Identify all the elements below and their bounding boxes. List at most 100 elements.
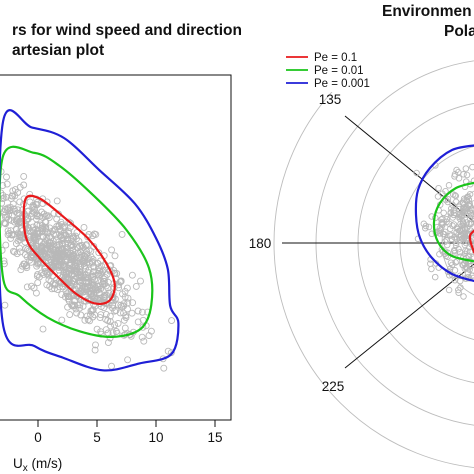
- polar-scatter-point: [449, 191, 457, 198]
- scatter-point: [114, 319, 122, 327]
- scatter-point: [64, 251, 72, 259]
- scatter-point: [118, 230, 126, 238]
- scatter-point: [121, 324, 129, 332]
- scatter-point: [77, 311, 85, 319]
- scatter-point: [59, 261, 67, 269]
- scatter-point: [67, 255, 75, 263]
- polar-title-line-1: Environmen: [382, 3, 472, 20]
- x-tick-label: 15: [207, 430, 222, 445]
- scatter-point: [108, 246, 116, 254]
- scatter-point: [81, 271, 89, 279]
- scatter-point: [89, 273, 97, 281]
- polar-scatter-point: [446, 265, 454, 273]
- polar-scatter-point: [455, 205, 463, 213]
- scatter-point: [17, 266, 25, 274]
- polar-scatter-point: [444, 198, 452, 206]
- polar-scatter-point: [459, 200, 467, 207]
- polar-scatter-point: [466, 190, 474, 198]
- scatter-point: [112, 328, 120, 335]
- scatter-point: [81, 274, 89, 282]
- scatter-point: [42, 225, 50, 233]
- scatter-point: [65, 293, 73, 301]
- cartesian-scatter-points: [0, 168, 176, 372]
- scatter-point: [96, 314, 104, 322]
- polar-scatter-point: [460, 171, 467, 178]
- scatter-point: [2, 220, 10, 228]
- scatter-point: [59, 271, 67, 279]
- scatter-point: [33, 212, 41, 219]
- scatter-point: [3, 173, 10, 181]
- scatter-point: [81, 257, 88, 265]
- polar-scatter-point: [455, 245, 462, 253]
- scatter-point: [96, 282, 104, 290]
- scatter-point: [20, 172, 28, 180]
- scatter-point: [67, 265, 74, 273]
- scatter-point: [9, 200, 17, 208]
- polar-scatter-point: [461, 209, 468, 216]
- scatter-point: [16, 198, 24, 206]
- polar-scatter-point: [422, 224, 429, 232]
- polar-title-line-2: Pola: [444, 23, 474, 40]
- scatter-point: [85, 246, 93, 254]
- legend-label-0: Pe = 0.1: [314, 52, 357, 64]
- polar-scatter-point: [460, 204, 467, 212]
- scatter-point: [124, 299, 132, 307]
- scatter-point: [7, 234, 15, 242]
- polar-scatter-point: [436, 250, 443, 258]
- polar-scatter-point: [455, 286, 462, 294]
- polar-scatter-point: [456, 203, 463, 211]
- cartesian-panel: rs for wind speed and direction artesian…: [0, 22, 242, 474]
- scatter-point: [97, 328, 105, 336]
- polar-scatter-point: [470, 177, 474, 185]
- polar-scatter-point: [459, 218, 467, 225]
- scatter-point: [139, 323, 147, 331]
- scatter-point: [88, 292, 96, 300]
- scatter-point: [22, 262, 30, 270]
- contour-line-1: [0, 145, 154, 339]
- scatter-point: [111, 321, 119, 329]
- scatter-point: [39, 240, 47, 248]
- scatter-point: [49, 280, 57, 288]
- scatter-point: [124, 356, 132, 364]
- scatter-point: [94, 259, 102, 267]
- polar-grid-circle-4: [273, 60, 474, 468]
- scatter-point: [32, 289, 40, 297]
- scatter-point: [56, 249, 64, 257]
- scatter-point: [140, 337, 148, 345]
- polar-scatter-point: [463, 248, 471, 255]
- polar-scatter-point: [448, 261, 456, 269]
- polar-scatter-point: [440, 209, 447, 217]
- scatter-point: [71, 298, 78, 305]
- polar-scatter-point: [435, 184, 442, 192]
- scatter-point: [50, 281, 58, 289]
- scatter-point: [24, 246, 32, 254]
- polar-contour-line-1: [432, 181, 474, 263]
- scatter-point: [73, 257, 81, 265]
- scatter-point: [7, 216, 15, 224]
- scatter-point: [78, 285, 86, 293]
- polar-scatter-point: [459, 211, 466, 219]
- scatter-point: [95, 289, 103, 296]
- x-tick-label: 5: [93, 430, 101, 445]
- cartesian-title-line-2: artesian plot: [12, 42, 104, 59]
- scatter-point: [91, 311, 99, 319]
- polar-scatter-point: [452, 198, 460, 206]
- scatter-point: [134, 307, 142, 315]
- scatter-point: [111, 252, 119, 260]
- scatter-point: [104, 278, 112, 286]
- scatter-point: [67, 259, 75, 267]
- scatter-point: [160, 364, 168, 372]
- scatter-point: [26, 190, 34, 198]
- x-axis-label-symbol: U: [13, 456, 23, 471]
- polar-scatter-point: [462, 206, 469, 213]
- scatter-point: [83, 312, 91, 320]
- polar-scatter-point: [469, 163, 474, 171]
- polar-scatter-point: [455, 289, 462, 296]
- scatter-point: [168, 317, 176, 325]
- scatter-point: [81, 254, 89, 262]
- scatter-point: [72, 305, 80, 313]
- scatter-point: [112, 307, 120, 314]
- scatter-point: [45, 239, 53, 247]
- polar-scatter-point: [438, 216, 445, 223]
- scatter-point: [93, 325, 101, 333]
